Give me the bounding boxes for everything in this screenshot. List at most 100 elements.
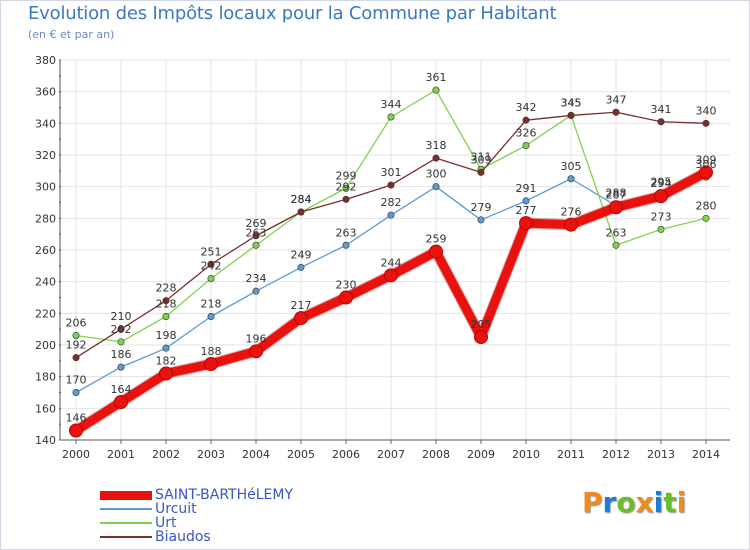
data-point — [384, 268, 398, 283]
y-tick-label: 280 — [35, 212, 56, 225]
x-tick-label: 2001 — [107, 448, 135, 461]
data-label: 249 — [291, 248, 312, 261]
data-label: 210 — [111, 310, 132, 323]
y-tick-label: 360 — [35, 86, 56, 99]
y-tick-label: 200 — [35, 339, 56, 352]
chart-subtitle: (en € et par an) — [28, 28, 115, 41]
data-point — [342, 195, 350, 203]
data-point — [474, 330, 488, 345]
data-label: 276 — [561, 206, 582, 219]
data-label: 259 — [426, 233, 447, 246]
data-point — [249, 344, 263, 359]
data-label: 234 — [246, 272, 267, 285]
data-label: 292 — [336, 180, 357, 193]
data-point — [699, 165, 713, 180]
data-label: 198 — [156, 329, 177, 342]
data-point — [522, 116, 530, 124]
data-label: 300 — [426, 168, 447, 181]
data-label: 196 — [246, 332, 267, 345]
data-point — [519, 216, 533, 231]
data-point — [432, 86, 440, 94]
data-point — [207, 260, 215, 268]
y-tick-label: 160 — [35, 402, 56, 415]
data-label: 263 — [606, 226, 627, 239]
data-point — [162, 344, 170, 352]
data-point — [432, 183, 440, 191]
data-point — [387, 181, 395, 189]
data-point — [117, 363, 125, 371]
data-point — [162, 312, 170, 320]
data-label: 294 — [651, 177, 672, 190]
data-label: 192 — [66, 339, 87, 352]
data-point — [162, 297, 170, 305]
y-tick-label: 380 — [35, 54, 56, 67]
data-label: 311 — [471, 150, 492, 163]
data-label: 345 — [561, 96, 582, 109]
data-point — [477, 216, 485, 224]
data-point — [294, 311, 308, 326]
data-label: 295 — [651, 176, 672, 189]
data-point — [297, 263, 305, 271]
legend-label: Biaudos — [155, 529, 211, 545]
data-label: 318 — [426, 139, 447, 152]
x-tick-label: 2006 — [332, 448, 360, 461]
x-tick-label: 2007 — [377, 448, 405, 461]
data-point — [339, 290, 353, 305]
x-tick-label: 2004 — [242, 448, 270, 461]
data-label: 273 — [651, 210, 672, 223]
y-tick-label: 220 — [35, 307, 56, 320]
data-label: 242 — [201, 260, 222, 273]
data-point — [72, 331, 80, 339]
data-label: 282 — [381, 196, 402, 209]
data-label: 205 — [471, 318, 492, 331]
x-tick-label: 2012 — [602, 448, 630, 461]
data-point — [609, 200, 623, 215]
data-point — [252, 241, 260, 249]
data-label: 218 — [156, 298, 177, 311]
data-point — [702, 119, 710, 127]
data-point — [117, 325, 125, 333]
data-label: 182 — [156, 355, 177, 368]
data-label: 146 — [66, 412, 87, 425]
data-label: 269 — [246, 217, 267, 230]
data-label: 230 — [336, 279, 357, 292]
logo-letter: r — [602, 486, 617, 519]
data-point — [159, 366, 173, 381]
data-label: 291 — [516, 182, 537, 195]
series-saint-barth-lemy — [69, 165, 713, 438]
data-label: 170 — [66, 374, 87, 387]
data-label: 326 — [516, 127, 537, 140]
data-label: 284 — [291, 193, 312, 206]
data-point — [477, 168, 485, 176]
legend-label: Urcuit — [155, 501, 197, 517]
y-tick-label: 300 — [35, 181, 56, 194]
data-point — [429, 244, 443, 259]
data-point — [342, 241, 350, 249]
data-label: 299 — [336, 169, 357, 182]
x-tick-label: 2003 — [197, 448, 225, 461]
y-tick-label: 180 — [35, 371, 56, 384]
data-point — [252, 232, 260, 240]
legend-swatch — [100, 536, 152, 538]
data-point — [387, 211, 395, 219]
data-label: 361 — [426, 71, 447, 84]
data-label: 186 — [111, 348, 132, 361]
data-point — [522, 142, 530, 150]
data-point — [342, 184, 350, 192]
data-label: 228 — [156, 282, 177, 295]
logo-letter: P — [582, 486, 603, 519]
y-tick-label: 240 — [35, 276, 56, 289]
data-label: 202 — [111, 323, 132, 336]
data-point — [297, 208, 305, 216]
data-point — [567, 111, 575, 119]
data-label: 280 — [696, 199, 717, 212]
data-point — [387, 113, 395, 121]
y-tick-label: 140 — [35, 434, 56, 447]
data-point — [114, 395, 128, 409]
data-label: 263 — [246, 226, 267, 239]
logo-letter: i — [676, 486, 687, 519]
x-tick-label: 2010 — [512, 448, 540, 461]
data-label: 218 — [201, 298, 222, 311]
legend-label: Urt — [155, 515, 177, 531]
